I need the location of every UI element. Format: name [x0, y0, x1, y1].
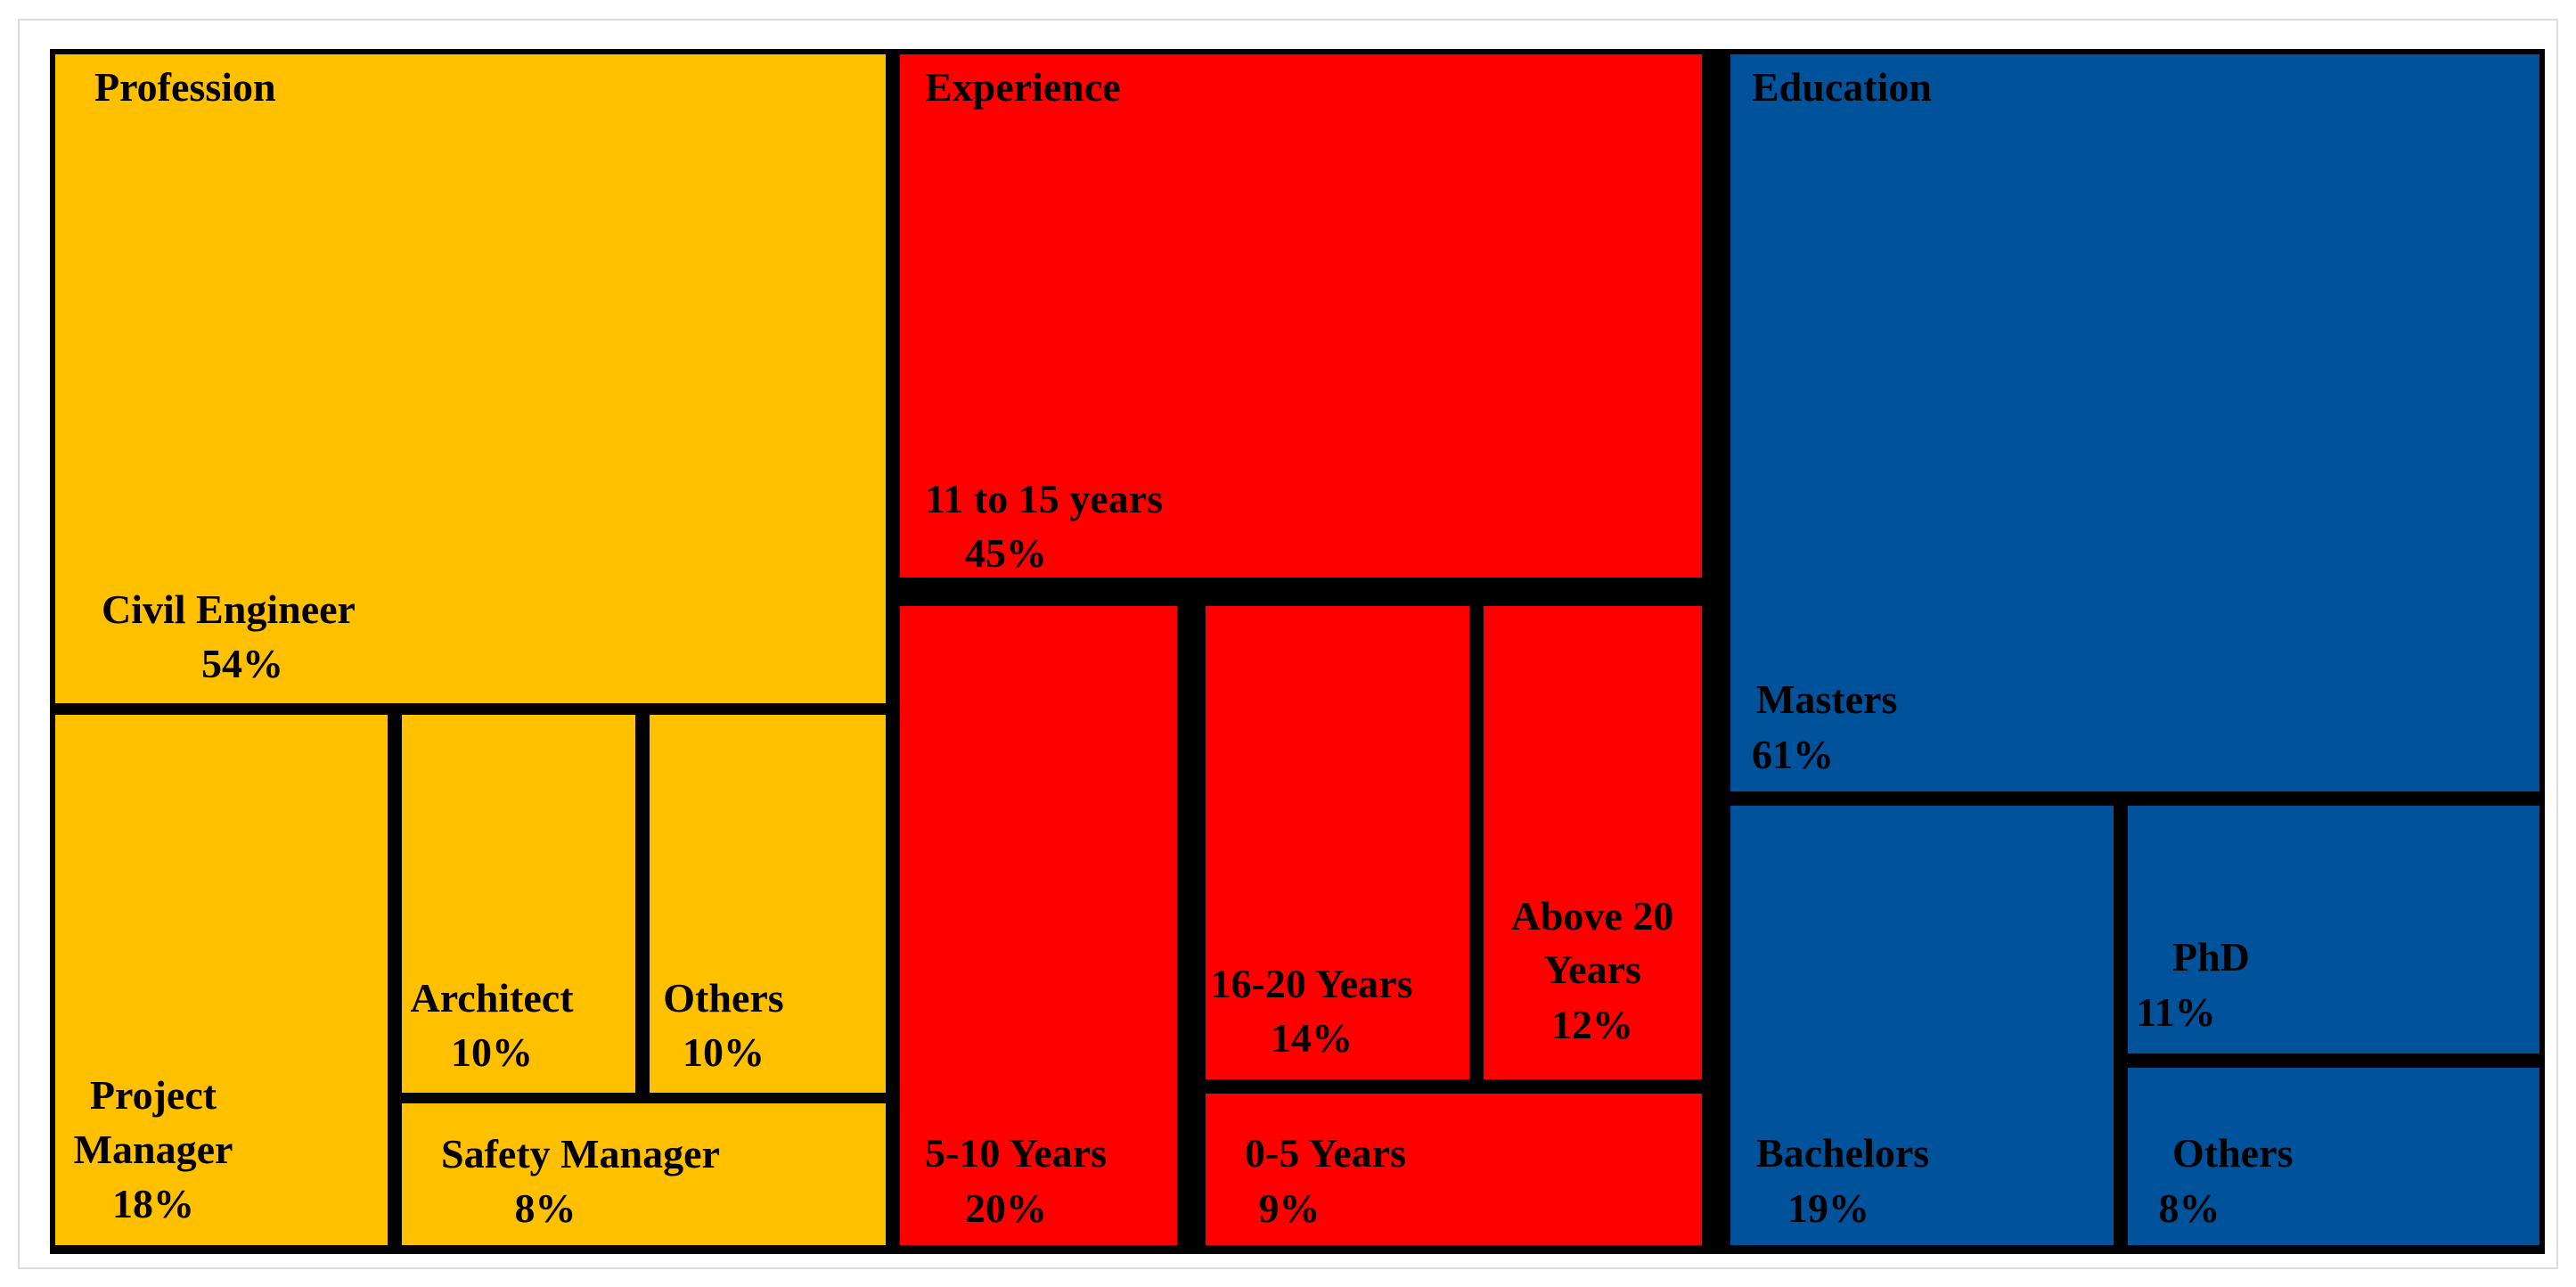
tile-experience-0-5-years-value: 9%: [1259, 1185, 1321, 1231]
group-header-education: Education: [1752, 64, 1932, 110]
tile-profession-project-manager-label: Project: [90, 1072, 217, 1118]
tile-education-bachelors-label: Bachelors: [1756, 1130, 1929, 1176]
tile-experience-5-10-years: [900, 606, 1177, 1245]
tile-education-others-label: Others: [2172, 1130, 2293, 1176]
tile-experience-16-20-years-label: 16-20 Years: [1211, 961, 1413, 1006]
tile-education-phd: [2128, 806, 2539, 1053]
tile-experience-16-20-years-value: 14%: [1271, 1015, 1353, 1061]
tile-profession-others: [650, 715, 886, 1093]
tile-education-phd-value: 11%: [2136, 989, 2215, 1035]
tile-education-others: [2128, 1068, 2539, 1245]
chart-frame: Profession Civil Engineer 54% Project Manage…: [18, 19, 2558, 1269]
tile-education-masters-value: 61%: [1752, 732, 1834, 777]
tile-experience-0-5-years: [1206, 1094, 1702, 1245]
tile-profession-civil-engineer: [55, 54, 886, 703]
tile-profession-safety-manager-label: Safety Manager: [441, 1131, 720, 1176]
tile-experience-11-to-15-years-value: 45%: [965, 530, 1047, 576]
tile-education-bachelors-value: 19%: [1787, 1185, 1869, 1231]
tile-experience-above-20-years-value: 12%: [1551, 1002, 1633, 1047]
tile-profession-safety-manager: [402, 1103, 886, 1245]
tile-profession-civil-engineer-label: Civil Engineer: [102, 586, 356, 632]
tile-profession-architect: [402, 715, 635, 1093]
tile-experience-11-to-15-years: [900, 54, 1702, 578]
tile-education-bachelors: [1730, 806, 2114, 1245]
tile-experience-above-20-years-label: Above 20: [1511, 893, 1674, 939]
tile-profession-project-manager-label: Manager: [74, 1127, 233, 1172]
tile-education-phd-label: PhD: [2172, 934, 2250, 980]
treemap-chart: Profession Civil Engineer 54% Project Manage…: [50, 49, 2545, 1254]
tile-experience-5-10-years-label: 5-10 Years: [925, 1130, 1107, 1176]
tile-experience-above-20-years-label: Years: [1543, 947, 1641, 992]
tile-experience-16-20-years: [1206, 606, 1469, 1079]
tile-profession-civil-engineer-value: 54%: [201, 641, 283, 686]
tile-profession-others-value: 10%: [683, 1029, 765, 1075]
tile-profession-architect-label: Architect: [410, 975, 574, 1021]
treemap-tiles: Profession Civil Engineer 54% Project Manage…: [55, 54, 2539, 1245]
group-header-experience: Experience: [925, 64, 1121, 110]
tile-experience-0-5-years-label: 0-5 Years: [1245, 1130, 1406, 1176]
group-header-profession: Profession: [94, 64, 276, 110]
tile-profession-safety-manager-value: 8%: [515, 1185, 577, 1231]
tile-profession-project-manager-value: 18%: [112, 1181, 194, 1226]
tile-experience-above-20-years: [1484, 606, 1702, 1079]
tile-education-others-value: 8%: [2159, 1185, 2220, 1231]
tile-experience-11-to-15-years-label: 11 to 15 years: [925, 476, 1163, 521]
tile-education-masters: [1730, 54, 2539, 791]
tile-profession-project-manager: [55, 715, 388, 1245]
tile-profession-architect-value: 10%: [451, 1029, 533, 1075]
tile-education-masters-label: Masters: [1756, 676, 1897, 722]
tile-experience-5-10-years-value: 20%: [965, 1185, 1047, 1231]
tile-profession-others-label: Others: [663, 975, 783, 1021]
